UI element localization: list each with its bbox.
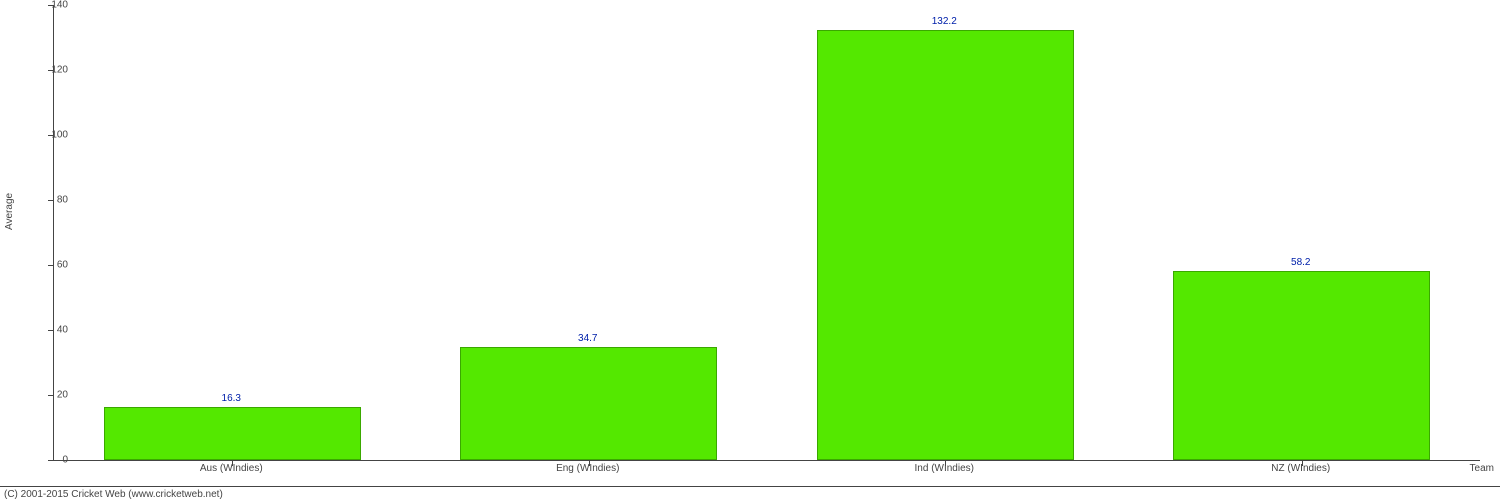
bar [817, 30, 1074, 460]
plot-area [53, 5, 1480, 461]
x-axis-title: Team [1470, 463, 1494, 474]
y-tick-label: 20 [38, 390, 68, 401]
y-tick-label: 80 [38, 195, 68, 206]
chart-container: Average Team (C) 2001-2015 Cricket Web (… [0, 0, 1500, 500]
copyright-text: (C) 2001-2015 Cricket Web (www.cricketwe… [4, 489, 223, 500]
bar [104, 407, 361, 460]
footer-divider [0, 486, 1500, 487]
bar [460, 347, 717, 460]
bar-value-label: 58.2 [1291, 257, 1310, 268]
x-tick-label: Eng (WIndies) [556, 463, 619, 474]
bar-value-label: 132.2 [932, 16, 957, 27]
x-tick-label: NZ (WIndies) [1271, 463, 1330, 474]
y-tick-label: 0 [38, 455, 68, 466]
bar [1173, 271, 1430, 460]
y-tick-label: 100 [38, 130, 68, 141]
x-tick-label: Aus (WIndies) [200, 463, 263, 474]
bar-value-label: 16.3 [222, 393, 241, 404]
bar-value-label: 34.7 [578, 333, 597, 344]
y-tick-label: 140 [38, 0, 68, 11]
y-tick-label: 60 [38, 260, 68, 271]
y-axis-title: Average [4, 193, 15, 230]
y-tick-label: 40 [38, 325, 68, 336]
y-tick-label: 120 [38, 65, 68, 76]
x-tick-label: Ind (WIndies) [915, 463, 974, 474]
